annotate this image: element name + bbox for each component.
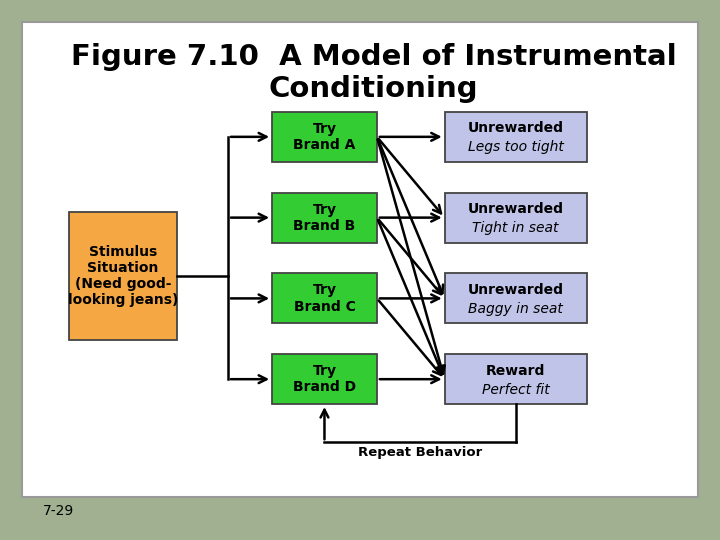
- Text: Stimulus
Situation
(Need good-
looking jeans): Stimulus Situation (Need good- looking j…: [68, 245, 179, 307]
- FancyBboxPatch shape: [445, 273, 587, 323]
- Text: Try
Brand C: Try Brand C: [294, 284, 356, 314]
- Text: Try
Brand D: Try Brand D: [293, 364, 356, 394]
- Text: Unrewarded: Unrewarded: [468, 202, 564, 216]
- FancyBboxPatch shape: [445, 193, 587, 242]
- FancyBboxPatch shape: [445, 354, 587, 404]
- Text: 7-29: 7-29: [43, 504, 74, 518]
- FancyBboxPatch shape: [69, 212, 177, 340]
- FancyBboxPatch shape: [272, 193, 377, 242]
- FancyBboxPatch shape: [272, 354, 377, 404]
- Text: Try
Brand B: Try Brand B: [293, 202, 356, 233]
- Text: Try
Brand A: Try Brand A: [293, 122, 356, 152]
- Text: Figure 7.10  A Model of Instrumental
Conditioning: Figure 7.10 A Model of Instrumental Cond…: [71, 43, 676, 103]
- FancyBboxPatch shape: [445, 112, 587, 162]
- Text: Reward: Reward: [486, 363, 545, 377]
- FancyBboxPatch shape: [272, 273, 377, 323]
- FancyBboxPatch shape: [272, 112, 377, 162]
- Text: Tight in seat: Tight in seat: [472, 221, 559, 235]
- Text: Unrewarded: Unrewarded: [468, 122, 564, 136]
- Text: Baggy in seat: Baggy in seat: [468, 302, 563, 316]
- Text: Unrewarded: Unrewarded: [468, 283, 564, 297]
- Text: Legs too tight: Legs too tight: [468, 140, 564, 154]
- Text: Repeat Behavior: Repeat Behavior: [358, 446, 482, 459]
- Text: Perfect fit: Perfect fit: [482, 383, 549, 397]
